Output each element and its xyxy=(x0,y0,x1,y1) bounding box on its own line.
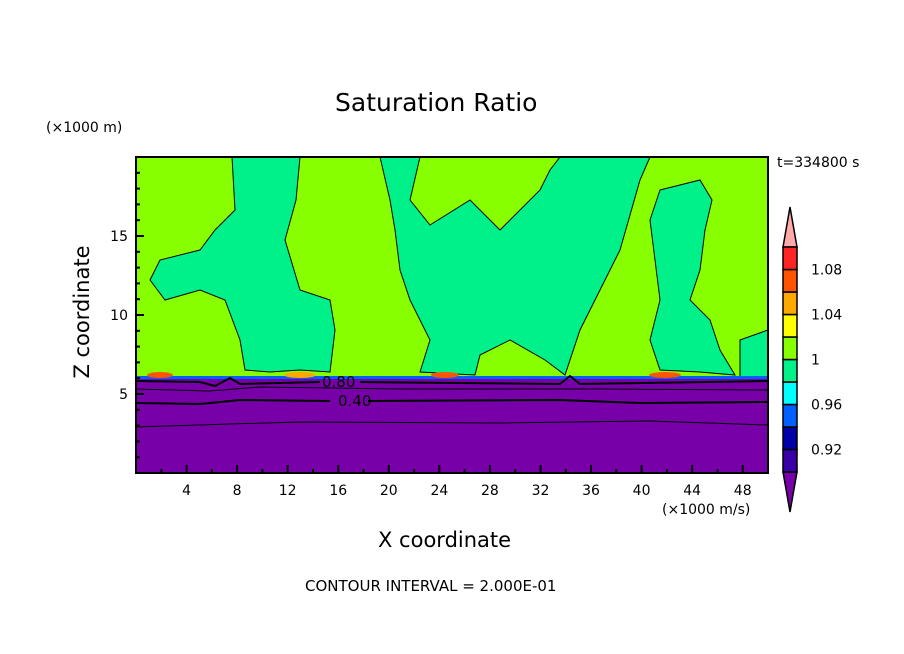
y-tick-label: 15 xyxy=(110,229,128,245)
colorbar-swatch xyxy=(782,313,798,338)
y-tick-label: 5 xyxy=(119,387,128,403)
colorbar-swatch xyxy=(782,403,798,428)
x-tick-label: 40 xyxy=(633,483,651,499)
colorbar-swatch xyxy=(782,336,798,361)
colorbar-swatch xyxy=(782,268,798,293)
contour-line-0.6 xyxy=(135,386,769,392)
contour-label: 0.40 xyxy=(338,392,372,410)
colorbar-tick-label: 1.04 xyxy=(811,308,842,324)
colorbar-tick-label: 0.96 xyxy=(811,398,842,414)
colorbar-tick-label: 1 xyxy=(811,353,820,369)
region-near-saturation xyxy=(379,156,651,376)
supersat-patch xyxy=(649,372,681,378)
y-units-label: (×1000 m) xyxy=(46,120,123,136)
contour-interval-footer: CONTOUR INTERVAL = 2.000E-01 xyxy=(305,577,557,595)
x-units-label: (×1000 m/s) xyxy=(662,502,751,518)
region-near-saturation xyxy=(149,156,336,373)
x-tick-label: 48 xyxy=(734,483,752,499)
supersat-patch xyxy=(431,372,459,378)
colorbar-swatch xyxy=(782,291,798,316)
supersat-patch xyxy=(284,372,316,378)
x-tick-label: 28 xyxy=(481,483,499,499)
x-tick-label: 20 xyxy=(380,483,398,499)
colorbar-swatch xyxy=(782,358,798,383)
region-subsaturated xyxy=(136,379,768,473)
contour-line-0.4 xyxy=(135,398,769,406)
colorbar-tick-label: 1.08 xyxy=(811,263,842,279)
contour-label: 0.80 xyxy=(322,373,356,391)
colorbar-tick-label: 0.92 xyxy=(811,443,842,459)
x-tick-label: 32 xyxy=(532,483,550,499)
colorbar-swatch xyxy=(782,246,798,271)
x-tick-label: 8 xyxy=(233,483,242,499)
x-tick-label: 36 xyxy=(582,483,600,499)
x-tick-label: 44 xyxy=(683,483,701,499)
y-tick-label: 10 xyxy=(110,308,128,324)
region-near-saturation xyxy=(649,179,736,376)
supersat-patch xyxy=(147,372,173,378)
time-label: t=334800 s xyxy=(777,155,860,171)
contour-line-0.8 xyxy=(135,374,769,388)
colorbar-over-triangle xyxy=(782,206,798,248)
x-tick-label: 4 xyxy=(182,483,191,499)
field xyxy=(135,156,769,473)
region-transition xyxy=(136,376,768,380)
colorbar-under-triangle xyxy=(782,471,798,513)
colorbar-swatch xyxy=(782,381,798,406)
x-tick-label: 16 xyxy=(329,483,347,499)
colorbar-swatch xyxy=(782,448,798,473)
colorbar-swatch xyxy=(782,426,798,451)
chart-title: Saturation Ratio xyxy=(335,88,538,117)
x-axis-label: X coordinate xyxy=(378,528,512,552)
x-tick-label: 24 xyxy=(430,483,448,499)
contour-line-0.2 xyxy=(135,420,769,428)
x-tick-label: 12 xyxy=(279,483,297,499)
